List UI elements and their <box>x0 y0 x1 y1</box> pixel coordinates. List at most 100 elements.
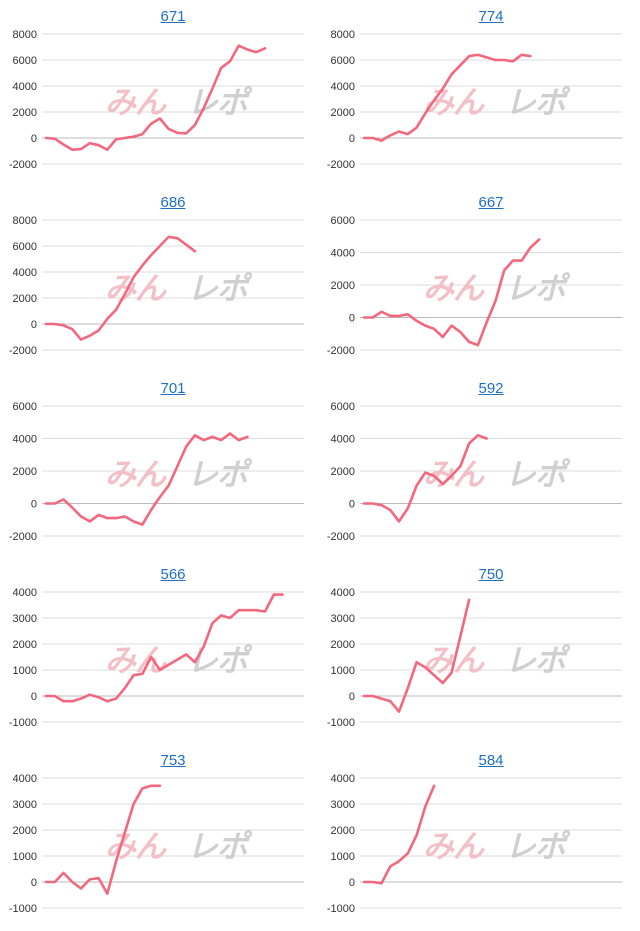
y-tick-label: -1000 <box>9 717 37 729</box>
chart-title-link[interactable]: 584 <box>478 752 504 769</box>
y-tick-label: 2000 <box>13 107 37 119</box>
watermark-right-text: レポ <box>187 829 253 865</box>
y-tick-label: 0 <box>349 877 355 889</box>
y-tick-label: 0 <box>31 499 37 511</box>
chart-title-link[interactable]: 566 <box>160 566 186 583</box>
watermark-left-text: みん <box>105 643 167 679</box>
line-chart: 4000 3000 2000 1000 0 -1000 みん レポ <box>327 773 622 915</box>
chart-panel: 701 6000 4000 2000 0 -2000 みん レポ <box>0 372 318 558</box>
chart-panel: 566 4000 3000 2000 1000 0 -1000 みん レポ <box>0 558 318 744</box>
y-tick-label: 1000 <box>13 665 37 677</box>
watermark-logo: みん レポ <box>423 85 572 121</box>
watermark-left-text: みん <box>105 457 167 493</box>
chart-title-link[interactable]: 774 <box>478 8 504 25</box>
chart-panel: 584 4000 3000 2000 1000 0 -1000 みん レポ <box>318 744 636 930</box>
y-tick-label: 2000 <box>331 107 355 119</box>
watermark-logo: みん レポ <box>105 457 254 493</box>
watermark-logo: みん レポ <box>105 643 254 679</box>
y-tick-label: 8000 <box>331 29 355 41</box>
y-tick-label: 0 <box>349 691 355 703</box>
y-tick-label: 6000 <box>13 55 37 67</box>
watermark-right-text: レポ <box>505 829 571 865</box>
y-tick-label: 2000 <box>13 825 37 837</box>
watermark-right-text: レポ <box>505 457 571 493</box>
y-tick-label: 0 <box>349 313 355 325</box>
y-tick-label: 8000 <box>13 29 37 41</box>
line-chart: 6000 4000 2000 0 -2000 みん レポ <box>327 401 622 543</box>
line-chart: 4000 3000 2000 1000 0 -1000 みん レポ <box>9 773 304 915</box>
watermark-logo: みん レポ <box>423 457 572 493</box>
chart-title-link[interactable]: 671 <box>160 8 186 25</box>
y-tick-label: 0 <box>349 499 355 511</box>
y-tick-label: 6000 <box>331 55 355 67</box>
watermark-logo: みん レポ <box>105 85 254 121</box>
y-tick-label: 2000 <box>331 280 355 292</box>
y-tick-label: 2000 <box>13 293 37 305</box>
chart-panel: 750 4000 3000 2000 1000 0 -1000 みん レポ <box>318 558 636 744</box>
series-line <box>362 238 541 347</box>
watermark-right-text: レポ <box>187 457 253 493</box>
y-tick-label: 6000 <box>331 401 355 413</box>
watermark-logo: みん レポ <box>423 643 572 679</box>
y-tick-label: 2000 <box>331 825 355 837</box>
watermark-left-text: みん <box>105 829 167 865</box>
y-tick-label: -1000 <box>327 717 355 729</box>
y-tick-label: -1000 <box>327 903 355 915</box>
line-chart: 4000 3000 2000 1000 0 -1000 みん レポ <box>9 587 304 729</box>
y-tick-label: 4000 <box>331 81 355 93</box>
chart-title-link[interactable]: 753 <box>160 752 186 769</box>
y-tick-label: -2000 <box>9 159 37 171</box>
chart-panel: 753 4000 3000 2000 1000 0 -1000 みん レポ <box>0 744 318 930</box>
series-line <box>362 433 488 523</box>
y-tick-label: 0 <box>31 319 37 331</box>
y-tick-label: 0 <box>31 133 37 145</box>
y-tick-label: -2000 <box>9 345 37 357</box>
y-tick-label: 4000 <box>13 773 37 785</box>
series-line <box>362 53 532 142</box>
y-tick-label: 3000 <box>13 613 37 625</box>
series-line <box>44 593 284 703</box>
y-tick-label: 1000 <box>331 851 355 863</box>
y-tick-label: 1000 <box>331 665 355 677</box>
watermark-logo: みん レポ <box>105 271 254 307</box>
y-tick-label: 6000 <box>13 401 37 413</box>
watermark-left-text: みん <box>423 829 485 865</box>
watermark-logo: みん レポ <box>105 829 254 865</box>
y-tick-label: -2000 <box>327 345 355 357</box>
chart-title-link[interactable]: 701 <box>160 380 186 397</box>
y-tick-label: 6000 <box>13 241 37 253</box>
y-tick-label: 4000 <box>13 587 37 599</box>
series-line <box>362 784 436 885</box>
chart-panel: 774 8000 6000 4000 2000 0 -2000 みん レポ <box>318 0 636 186</box>
chart-panel: 671 8000 6000 4000 2000 0 -2000 みん レポ <box>0 0 318 186</box>
y-tick-label: 4000 <box>13 267 37 279</box>
watermark-right-text: レポ <box>505 85 571 121</box>
y-tick-label: 6000 <box>331 215 355 227</box>
y-tick-label: 4000 <box>331 434 355 446</box>
series-line <box>44 235 197 341</box>
y-tick-label: -2000 <box>327 531 355 543</box>
watermark-right-text: レポ <box>187 643 253 679</box>
watermark-right-text: レポ <box>505 643 571 679</box>
y-tick-label: 2000 <box>13 466 37 478</box>
chart-title-link[interactable]: 592 <box>478 380 504 397</box>
y-tick-label: 2000 <box>331 466 355 478</box>
chart-title-link[interactable]: 686 <box>160 194 186 211</box>
y-tick-label: 3000 <box>331 613 355 625</box>
y-tick-label: 4000 <box>13 434 37 446</box>
watermark-right-text: レポ <box>505 271 571 307</box>
chart-title-link[interactable]: 750 <box>478 566 504 583</box>
y-tick-label: 0 <box>31 877 37 889</box>
chart-title-link[interactable]: 667 <box>478 194 504 211</box>
y-tick-label: 3000 <box>331 799 355 811</box>
y-tick-label: 0 <box>31 691 37 703</box>
series-line <box>44 432 249 526</box>
line-chart: 6000 4000 2000 0 -2000 みん レポ <box>327 215 622 357</box>
line-chart: 8000 6000 4000 2000 0 -2000 みん レポ <box>9 29 304 171</box>
watermark-left-text: みん <box>105 271 167 307</box>
watermark-left-text: みん <box>423 271 485 307</box>
y-tick-label: 4000 <box>331 248 355 260</box>
line-chart: 6000 4000 2000 0 -2000 みん レポ <box>9 401 304 543</box>
series-line <box>44 784 162 895</box>
watermark-right-text: レポ <box>187 271 253 307</box>
